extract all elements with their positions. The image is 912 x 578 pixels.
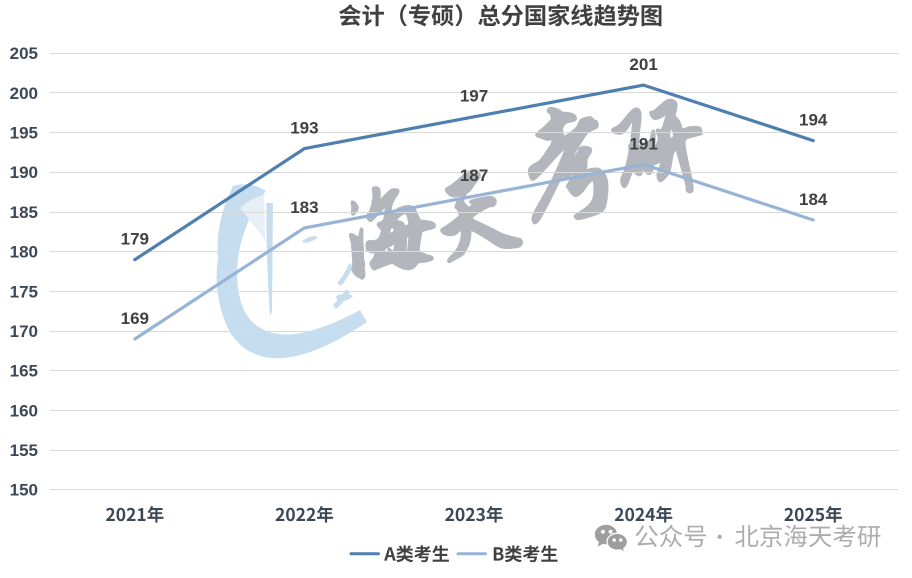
svg-text:200: 200 <box>10 84 38 103</box>
svg-text:175: 175 <box>10 282 38 301</box>
svg-text:160: 160 <box>10 401 38 420</box>
svg-text:150: 150 <box>10 481 38 500</box>
svg-text:205: 205 <box>10 44 38 63</box>
svg-text:190: 190 <box>10 163 38 182</box>
svg-text:197: 197 <box>460 87 488 106</box>
svg-text:194: 194 <box>799 111 828 130</box>
svg-text:191: 191 <box>629 134 657 153</box>
svg-text:165: 165 <box>10 362 38 381</box>
svg-text:193: 193 <box>290 119 318 138</box>
svg-text:180: 180 <box>10 243 38 262</box>
svg-text:185: 185 <box>10 203 38 222</box>
svg-text:170: 170 <box>10 322 38 341</box>
svg-text:179: 179 <box>121 230 149 249</box>
svg-text:169: 169 <box>121 309 149 328</box>
svg-text:195: 195 <box>10 124 38 143</box>
svg-text:155: 155 <box>10 441 38 460</box>
svg-text:201: 201 <box>629 55 657 74</box>
svg-text:183: 183 <box>290 198 318 217</box>
svg-text:187: 187 <box>460 166 488 185</box>
svg-text:184: 184 <box>799 190 828 209</box>
